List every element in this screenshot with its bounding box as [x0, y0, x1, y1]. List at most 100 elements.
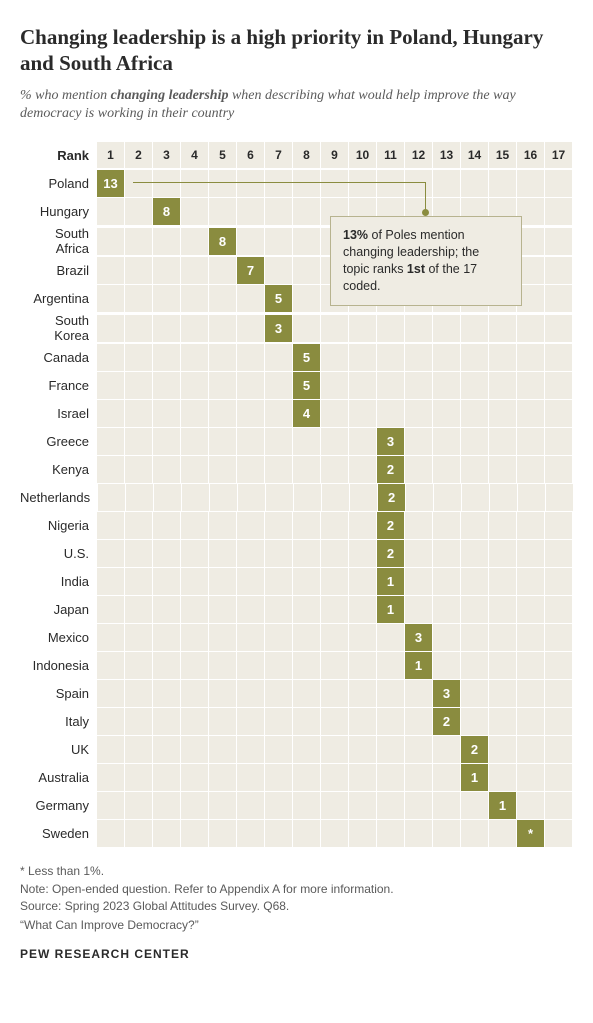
empty-cell	[153, 400, 180, 427]
empty-cell	[349, 512, 376, 539]
empty-cell	[545, 708, 572, 735]
empty-cell	[209, 792, 236, 819]
empty-cell	[153, 285, 180, 312]
empty-cell	[433, 820, 460, 847]
empty-cell	[461, 568, 488, 595]
header-cell: 6	[237, 142, 264, 168]
empty-cell	[461, 820, 488, 847]
table-row: Greece3	[20, 428, 573, 455]
empty-cell	[209, 372, 236, 399]
row-cells: 13	[97, 170, 573, 197]
empty-cell	[545, 596, 572, 623]
empty-cell	[125, 680, 152, 707]
empty-cell	[545, 652, 572, 679]
empty-cell	[405, 596, 432, 623]
empty-cell	[293, 764, 320, 791]
value-cell: 2	[461, 736, 488, 763]
empty-cell	[377, 400, 404, 427]
empty-cell	[545, 456, 572, 483]
empty-cell	[237, 596, 264, 623]
empty-cell	[461, 792, 488, 819]
empty-cell	[181, 624, 208, 651]
header-cell: 4	[181, 142, 208, 168]
empty-cell	[209, 428, 236, 455]
header-cell: 16	[517, 142, 544, 168]
empty-cell	[489, 624, 516, 651]
country-label: Japan	[20, 602, 97, 617]
empty-cell	[237, 764, 264, 791]
empty-cell	[125, 344, 152, 371]
empty-cell	[237, 512, 264, 539]
empty-cell	[153, 624, 180, 651]
footnote-note: Note: Open-ended question. Refer to Appe…	[20, 881, 573, 898]
empty-cell	[153, 228, 180, 255]
empty-cell	[321, 736, 348, 763]
empty-cell	[97, 624, 124, 651]
empty-cell	[125, 257, 152, 284]
empty-cell	[266, 484, 293, 511]
empty-cell	[545, 512, 572, 539]
empty-cell	[349, 372, 376, 399]
empty-cell	[433, 652, 460, 679]
empty-cell	[153, 792, 180, 819]
empty-cell	[489, 512, 516, 539]
empty-cell	[434, 484, 461, 511]
empty-cell	[406, 484, 433, 511]
table-row: Germany1	[20, 792, 573, 819]
table-row: Nigeria2	[20, 512, 573, 539]
empty-cell	[545, 680, 572, 707]
value-cell: 2	[378, 484, 405, 511]
country-label: Hungary	[20, 204, 97, 219]
empty-cell	[545, 315, 572, 342]
value-cell: 13	[97, 170, 124, 197]
empty-cell	[405, 315, 432, 342]
header-cell: 15	[489, 142, 516, 168]
empty-cell	[405, 708, 432, 735]
empty-cell	[489, 372, 516, 399]
empty-cell	[517, 315, 544, 342]
empty-cell	[238, 484, 265, 511]
table-row: France5	[20, 372, 573, 399]
empty-cell	[405, 820, 432, 847]
empty-cell	[181, 736, 208, 763]
empty-cell	[153, 315, 180, 342]
empty-cell	[97, 792, 124, 819]
empty-cell	[462, 484, 489, 511]
empty-cell	[181, 344, 208, 371]
empty-cell	[293, 512, 320, 539]
header-cell: 10	[349, 142, 376, 168]
empty-cell	[265, 792, 292, 819]
empty-cell	[405, 680, 432, 707]
empty-cell	[349, 680, 376, 707]
empty-cell	[153, 456, 180, 483]
empty-cell	[97, 456, 124, 483]
empty-cell	[405, 170, 432, 197]
empty-cell	[321, 652, 348, 679]
empty-cell	[209, 456, 236, 483]
empty-cell	[181, 764, 208, 791]
empty-cell	[405, 456, 432, 483]
empty-cell	[489, 708, 516, 735]
empty-cell	[461, 315, 488, 342]
empty-cell	[209, 344, 236, 371]
row-cells: 3	[97, 428, 573, 455]
country-label: U.S.	[20, 546, 97, 561]
empty-cell	[433, 624, 460, 651]
empty-cell	[377, 820, 404, 847]
country-label: South Korea	[20, 313, 97, 343]
empty-cell	[321, 400, 348, 427]
empty-cell	[349, 170, 376, 197]
value-cell: 1	[405, 652, 432, 679]
empty-cell	[125, 456, 152, 483]
empty-cell	[489, 400, 516, 427]
empty-cell	[405, 344, 432, 371]
empty-cell	[517, 540, 544, 567]
empty-cell	[377, 315, 404, 342]
empty-cell	[153, 344, 180, 371]
row-cells: 3	[97, 624, 573, 651]
value-cell: 2	[377, 456, 404, 483]
empty-cell	[545, 170, 572, 197]
empty-cell	[97, 198, 124, 225]
empty-cell	[181, 228, 208, 255]
value-cell: 2	[377, 540, 404, 567]
